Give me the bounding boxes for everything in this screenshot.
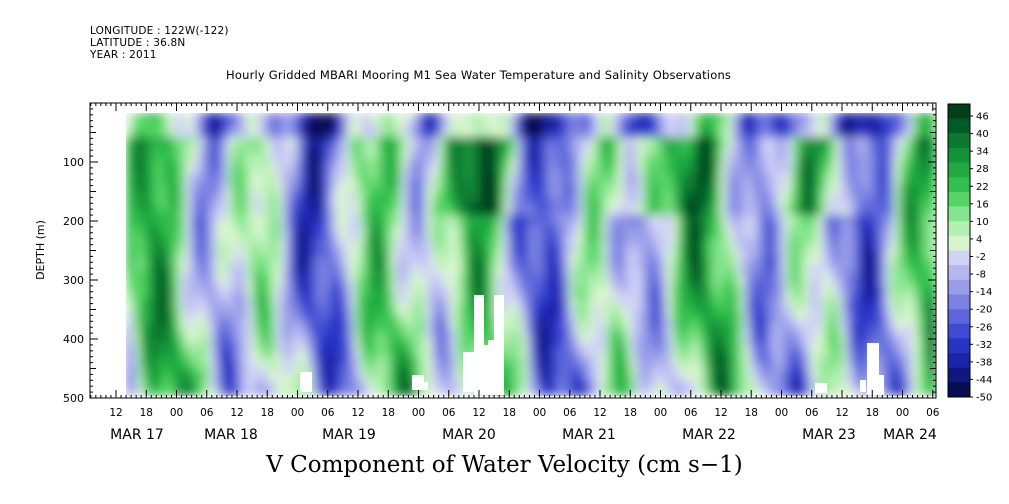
colorbar-label: 22 — [976, 182, 989, 193]
variable-title: V Component of Water Velocity (cm s−1) — [266, 452, 743, 478]
colorbar-swatch — [948, 309, 970, 325]
colorbar-swatch — [948, 367, 970, 383]
x-hour-tick-label: 06 — [926, 407, 940, 419]
x-hour-tick-label: 06 — [442, 407, 456, 419]
x-hour-tick-label: 06 — [200, 407, 214, 419]
y-tick-label: 200 — [63, 215, 84, 228]
colorbar-label: -2 — [976, 252, 986, 263]
colorbar-swatch — [948, 191, 970, 207]
colorbar-label: -8 — [976, 270, 986, 281]
colorbar-swatch — [948, 323, 970, 339]
x-hour-tick-label: 18 — [382, 407, 395, 419]
x-hour-tick-label: 12 — [230, 407, 243, 419]
colorbar-label: -44 — [976, 375, 992, 386]
x-day-label: MAR 19 — [322, 427, 376, 443]
x-hour-tick-label: 06 — [321, 407, 335, 419]
colorbar-swatch — [948, 279, 970, 295]
colorbar-swatch — [948, 382, 970, 398]
x-hour-tick-label: 00 — [170, 407, 183, 419]
x-hour-tick-label: 18 — [261, 407, 274, 419]
y-tick-label: 100 — [63, 156, 84, 169]
x-day-label: MAR 23 — [802, 427, 856, 443]
colorbar-swatch — [948, 162, 970, 178]
colorbar-swatch — [948, 118, 970, 134]
x-hour-tick-label: 18 — [866, 407, 879, 419]
x-day-label: MAR 17 — [110, 427, 164, 443]
x-hour-tick-label: 18 — [503, 407, 516, 419]
x-day-label: MAR 20 — [442, 427, 496, 443]
colorbar-label: -20 — [976, 305, 992, 316]
x-hour-tick-label: 18 — [140, 407, 153, 419]
y-tick-label: 500 — [63, 392, 84, 405]
x-hour-tick-label: 00 — [654, 407, 667, 419]
colorbar-swatch — [948, 177, 970, 193]
colorbar-swatch — [948, 265, 970, 281]
colorbar-swatch — [948, 338, 970, 354]
axes: 100 200 300 400 500 12 18 00 06 12 18 00 06 12 18 00 06 1… — [63, 102, 940, 443]
latitude-label: LATITUDE : 36.8N — [90, 37, 186, 49]
longitude-label: LONGITUDE : 122W(-122) — [90, 25, 229, 37]
x-hour-tick-label: 12 — [714, 407, 727, 419]
x-hour-tick-label: 00 — [896, 407, 909, 419]
colorbar-label: 10 — [976, 217, 989, 228]
colorbar-label: 40 — [976, 129, 989, 140]
x-hour-tick-label: 18 — [624, 407, 637, 419]
x-hour-tick-label: 00 — [775, 407, 788, 419]
colorbar-label: -14 — [976, 287, 992, 298]
x-hour-tick-label: 00 — [533, 407, 546, 419]
colorbar-swatch — [948, 206, 970, 222]
colorbar-label: 46 — [976, 112, 989, 123]
x-hour-tick-label: 12 — [351, 407, 364, 419]
x-hour-tick-label: 00 — [412, 407, 425, 419]
colorbar-label: -26 — [976, 322, 992, 333]
y-tick-label: 400 — [63, 333, 84, 346]
colorbar-label: 34 — [976, 147, 989, 158]
colorbar-swatch — [948, 294, 970, 310]
y-axis-label: DEPTH (m) — [34, 220, 47, 280]
x-hour-tick-label: 18 — [745, 407, 758, 419]
x-hour-tick-label: 06 — [563, 407, 577, 419]
colorbar-label: -32 — [976, 340, 992, 351]
colorbar-swatch — [948, 104, 970, 119]
colorbar: 46 40 34 28 22 16 10 4 -2 -8 -14 -20 -26 -32 -38 -44 -50 — [947, 103, 992, 404]
x-hour-tick-label: 06 — [684, 407, 698, 419]
colorbar-swatch — [948, 250, 970, 266]
colorbar-swatch — [948, 221, 970, 237]
colorbar-label: -50 — [976, 393, 992, 404]
x-hour-tick-label: 12 — [593, 407, 606, 419]
y-tick-label: 300 — [63, 274, 84, 287]
colorbar-swatch — [948, 147, 970, 163]
x-hour-tick-label: 12 — [472, 407, 485, 419]
colorbar-label: -38 — [976, 357, 992, 368]
chart-title: Hourly Gridded MBARI Mooring M1 Sea Wate… — [226, 68, 732, 82]
colorbar-label: 4 — [976, 234, 982, 245]
heatmap-field — [126, 113, 936, 396]
x-hour-tick-label: 06 — [805, 407, 819, 419]
x-hour-tick-label: 00 — [291, 407, 304, 419]
x-day-label: MAR 22 — [682, 427, 736, 443]
x-hour-tick-label: 12 — [835, 407, 848, 419]
year-label: YEAR : 2011 — [90, 49, 157, 61]
x-day-label: MAR 24 — [883, 427, 937, 443]
colorbar-label: 28 — [976, 164, 989, 175]
x-day-label: MAR 21 — [562, 427, 616, 443]
colorbar-label: 16 — [976, 199, 989, 210]
x-day-label: MAR 18 — [204, 427, 258, 443]
colorbar-swatch — [948, 353, 970, 368]
colorbar-swatch — [948, 133, 970, 149]
x-hour-tick-label: 12 — [109, 407, 122, 419]
colorbar-swatch — [948, 235, 970, 251]
